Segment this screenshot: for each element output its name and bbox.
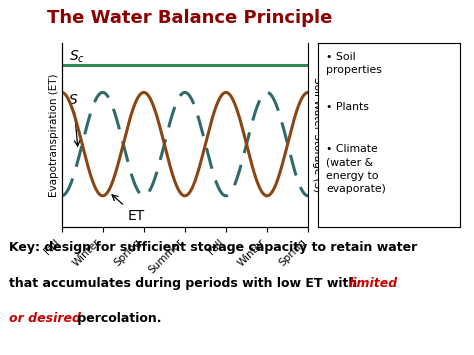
Text: The Water Balance Principle: The Water Balance Principle [47, 9, 332, 27]
Text: $S_c$: $S_c$ [69, 48, 85, 65]
Text: limited: limited [348, 277, 398, 290]
Text: Key: design for sufficient storage capacity to retain water: Key: design for sufficient storage capac… [9, 241, 418, 255]
Text: that accumulates during periods with low ET with: that accumulates during periods with low… [9, 277, 362, 290]
Text: ET: ET [112, 195, 145, 223]
Text: • Climate
(water &
energy to
evaporate): • Climate (water & energy to evaporate) [326, 144, 386, 194]
Y-axis label: Soil Water Storage (S): Soil Water Storage (S) [312, 77, 322, 192]
Text: • Plants: • Plants [326, 102, 369, 112]
Text: percolation.: percolation. [73, 312, 162, 326]
Text: S: S [69, 93, 80, 146]
Text: or desired: or desired [9, 312, 82, 326]
Y-axis label: Evapotranspiration (ET): Evapotranspiration (ET) [49, 73, 59, 197]
Text: • Soil
properties: • Soil properties [326, 52, 382, 75]
